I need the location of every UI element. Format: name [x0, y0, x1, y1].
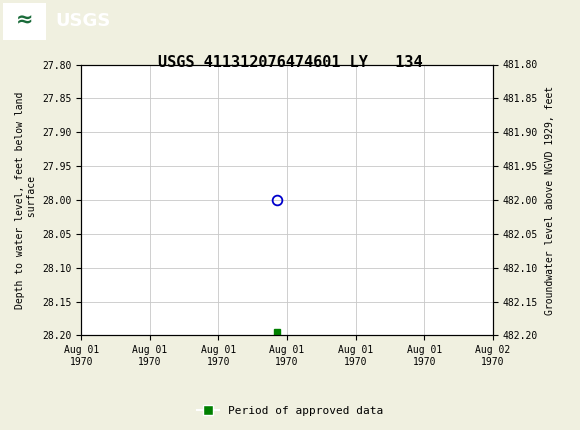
Bar — [3, 3, 46, 40]
Y-axis label: Depth to water level, feet below land
 surface: Depth to water level, feet below land su… — [15, 91, 37, 309]
Text: USGS 411312076474601 LY   134: USGS 411312076474601 LY 134 — [158, 55, 422, 70]
Legend: Period of approved data: Period of approved data — [193, 401, 387, 420]
Text: ≈: ≈ — [16, 11, 34, 31]
Y-axis label: Groundwater level above NGVD 1929, feet: Groundwater level above NGVD 1929, feet — [545, 86, 555, 314]
Text: USGS: USGS — [55, 12, 110, 31]
